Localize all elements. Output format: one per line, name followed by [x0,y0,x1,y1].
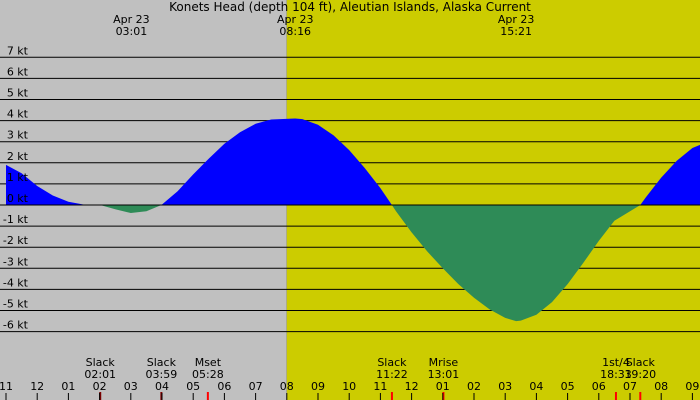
y-tick-label: 2 kt [7,150,29,163]
event-name-label: 1st/4 [602,356,630,369]
event-time-label: 13:01 [428,368,460,381]
x-tick-label: 04 [529,380,543,393]
x-tick-label: 09 [311,380,325,393]
top-time-label: 03:01 [116,25,148,38]
x-tick-label: 07 [623,380,637,393]
top-date-label: Apr 23 [113,13,150,26]
x-tick-label: 12 [405,380,419,393]
event-name-label: Slack [86,356,116,369]
y-tick-label: -6 kt [3,319,29,332]
ebb-current-area [6,205,700,322]
x-tick-label: 05 [561,380,575,393]
y-tick-label: -5 kt [3,298,29,311]
x-tick-label: 01 [61,380,75,393]
x-tick-label: 03 [124,380,138,393]
event-labels: Slack02:01Slack03:59Mset05:28Slack11:22M… [84,356,656,400]
top-date-label: Apr 23 [277,13,314,26]
top-time-label: 08:16 [279,25,311,38]
y-tick-label: -4 kt [3,276,29,289]
x-tick-label: 06 [592,380,606,393]
x-tick-label: 01 [436,380,450,393]
event-name-label: Slack [147,356,177,369]
x-tick-label: 10 [342,380,356,393]
y-tick-label: 1 kt [7,171,29,184]
x-tick-label: 05 [186,380,200,393]
y-tick-label: 6 kt [7,65,29,78]
top-time-label: 15:21 [500,25,532,38]
x-tick-label: 04 [155,380,169,393]
event-name-label: Mrise [429,356,459,369]
chart-title: Konets Head (depth 104 ft), Aleutian Isl… [169,0,531,14]
x-tick-label: 08 [280,380,294,393]
y-tick-label: 4 kt [7,108,29,121]
event-name-label: Slack [626,356,656,369]
current-area-layer [0,118,700,322]
event-time-label: 19:20 [624,368,656,381]
x-tick-label: 07 [249,380,263,393]
y-tick-label: -3 kt [3,255,29,268]
event-name-label: Mset [195,356,222,369]
y-tick-label: 7 kt [7,44,29,57]
y-tick-labels: 7 kt 6 kt 5 kt 4 kt 3 kt 2 kt 1 kt 0 kt -1 kt -2 … [3,44,29,331]
x-tick-label: 06 [217,380,231,393]
event-name-label: Slack [377,356,407,369]
x-tick-label: 09 [685,380,699,393]
y-tick-label: 3 kt [7,129,29,142]
x-tick-label: 11 [0,380,13,393]
y-tick-label: -2 kt [3,234,29,247]
event-time-label: 03:59 [146,368,178,381]
x-tick-label: 08 [654,380,668,393]
x-tick-label: 03 [498,380,512,393]
y-tick-label: 0 kt [7,192,29,205]
top-date-label: Apr 23 [498,13,535,26]
y-tick-label: -1 kt [3,213,29,226]
x-tick-label: 11 [373,380,387,393]
event-time-label: 05:28 [192,368,224,381]
x-tick-labels: 11 12 01 02 03 04 05 06 07 08 09 10 11 12 01 02 03 04 05 06… [0,380,699,400]
event-time-label: 02:01 [84,368,116,381]
y-tick-label: 5 kt [7,87,29,100]
event-time-label: 11:22 [376,368,408,381]
event-time-label: 18:33 [600,368,632,381]
x-tick-label: 02 [93,380,107,393]
x-tick-label: 12 [30,380,44,393]
flood-current-area [6,118,700,205]
x-tick-label: 02 [467,380,481,393]
